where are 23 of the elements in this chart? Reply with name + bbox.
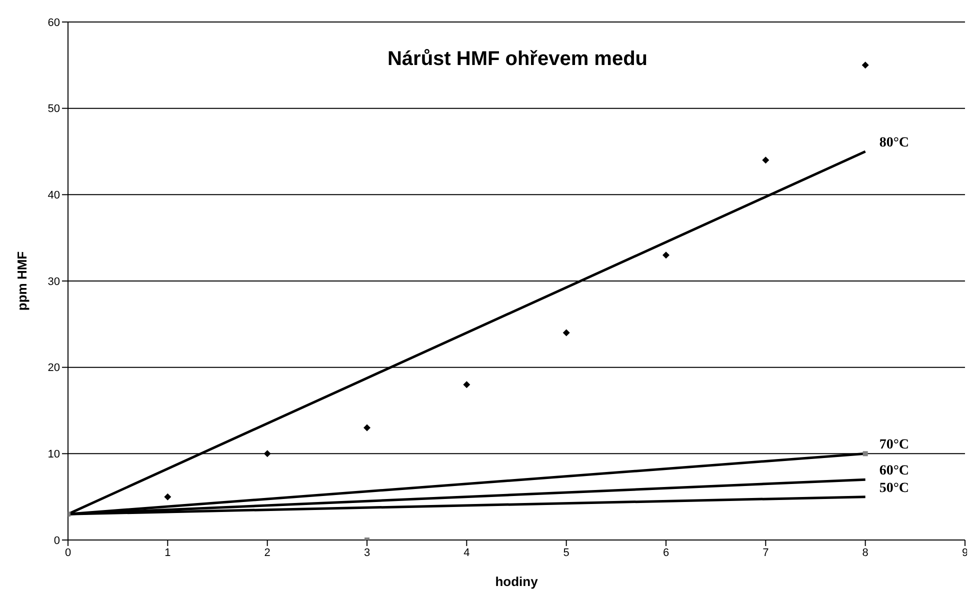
x-tick-label: 5 bbox=[563, 546, 570, 559]
y-tick-label: 60 bbox=[48, 16, 60, 29]
text: Nárůst HMF ohřevem medu bbox=[386, 48, 649, 71]
x-tick-label: 1 bbox=[164, 546, 171, 559]
series-label: 70°C bbox=[879, 438, 910, 453]
series-label: 60°C bbox=[879, 464, 910, 479]
y-axis-title: ppm HMF bbox=[14, 251, 30, 311]
y-tick-label: 50 bbox=[48, 103, 60, 116]
x-tick-label: 2 bbox=[264, 546, 270, 559]
y-tick-label: 20 bbox=[48, 362, 60, 374]
x-axis-title: hodiny bbox=[495, 574, 539, 589]
y-tick-label: 40 bbox=[48, 190, 60, 202]
x-tick-label: 6 bbox=[662, 546, 670, 559]
y-tick-label: 0 bbox=[54, 534, 60, 547]
x-tick-label: 8 bbox=[862, 546, 868, 559]
x-tick-label: 7 bbox=[762, 546, 769, 559]
x-tick-label: 4 bbox=[464, 546, 470, 559]
series-label: 80°C bbox=[879, 136, 910, 150]
series-label: 50°C bbox=[879, 480, 910, 496]
x-tick-label: 0 bbox=[64, 546, 72, 559]
y-tick-label: 30 bbox=[48, 276, 60, 288]
y-tick-label: 10 bbox=[48, 448, 60, 461]
x-tick-label: 3 bbox=[364, 546, 370, 559]
